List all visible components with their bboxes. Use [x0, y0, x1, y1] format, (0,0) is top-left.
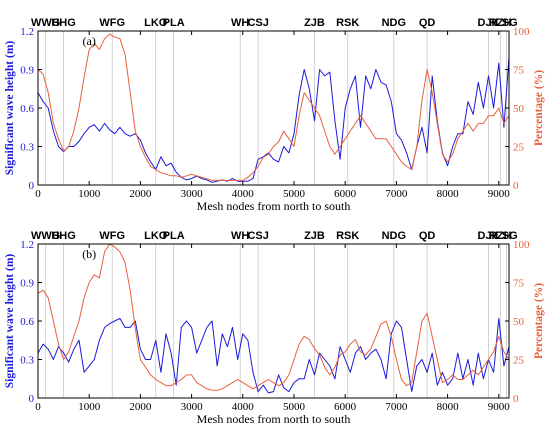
x-tick-label: 2000 — [129, 188, 152, 200]
panel-label: (a) — [83, 34, 96, 48]
panel-label: (b) — [82, 247, 96, 261]
station-label: WFG — [99, 17, 125, 29]
y-right-tick-label: 25 — [513, 355, 525, 367]
wave-height-series-line — [37, 56, 510, 183]
station-label: QD — [419, 17, 436, 29]
station-label: CSJ — [247, 17, 268, 29]
y-left-tick-label: 0.9 — [20, 65, 34, 77]
y-left-tick-label: 0.3 — [20, 355, 34, 367]
y-left-tick-label: 1.2 — [20, 239, 34, 251]
percentage-series-line — [37, 243, 510, 391]
y-left-axis-label: Significant wave height (m) — [4, 254, 16, 389]
station-label: WWG — [31, 230, 60, 242]
y-left-tick-label: 0.3 — [20, 142, 34, 154]
y-right-tick-label: 75 — [513, 278, 525, 290]
station-label: QD — [419, 230, 436, 242]
plot-frame — [37, 243, 510, 399]
station-label: CSJ — [247, 230, 268, 242]
station-label: WWG — [31, 17, 60, 29]
y-right-tick-label: 25 — [513, 142, 525, 154]
x-tick-label: 0 — [35, 188, 41, 200]
y-left-tick-label: 0.6 — [20, 316, 34, 328]
x-tick-label: 4000 — [232, 188, 255, 200]
station-label: WFG — [99, 230, 125, 242]
x-tick-label: 5000 — [283, 188, 306, 200]
x-tick-label: 3000 — [181, 401, 204, 413]
x-axis-label: Mesh nodes from north to south — [197, 199, 351, 213]
station-label: LSG — [495, 230, 518, 242]
station-label: ZJB — [304, 17, 325, 29]
station-label: DJK — [478, 17, 500, 29]
station-label: RZH — [489, 17, 512, 29]
x-tick-label: 8000 — [437, 188, 460, 200]
x-axis-label: Mesh nodes from north to south — [197, 412, 351, 426]
x-tick-label: 2000 — [129, 401, 152, 413]
y-left-tick-label: 1.2 — [20, 26, 34, 38]
y-left-tick-label: 0 — [29, 180, 35, 192]
y-right-tick-label: 0 — [513, 393, 519, 405]
x-tick-label: 1000 — [78, 401, 101, 413]
station-label: RZH — [489, 230, 512, 242]
x-tick-label: 1000 — [78, 188, 101, 200]
plot-frame — [37, 30, 510, 186]
y-right-tick-label: 50 — [513, 316, 525, 328]
station-label: ZJB — [304, 230, 325, 242]
y-right-tick-label: 100 — [513, 26, 530, 38]
x-tick-label: 6000 — [334, 188, 357, 200]
y-left-tick-label: 0.9 — [20, 278, 34, 290]
x-tick-label: 8000 — [437, 401, 460, 413]
station-label: RSK — [336, 17, 359, 29]
percentage-series-line — [37, 33, 510, 181]
x-tick-label: 3000 — [181, 188, 204, 200]
station-label: WH — [231, 17, 249, 29]
x-tick-label: 6000 — [334, 401, 357, 413]
y-right-tick-label: 75 — [513, 65, 525, 77]
station-label: RSK — [336, 230, 359, 242]
y-left-axis-label: Significant wave height (m) — [4, 41, 16, 176]
station-label: DJK — [478, 230, 500, 242]
station-label: PLA — [163, 230, 185, 242]
station-label: HHG — [51, 230, 75, 242]
x-tick-label: 9000 — [488, 188, 511, 200]
y-left-tick-label: 0.6 — [20, 103, 34, 115]
x-tick-label: 4000 — [232, 401, 255, 413]
station-label: NDG — [382, 230, 406, 242]
x-tick-label: 5000 — [283, 401, 306, 413]
x-tick-label: 9000 — [488, 401, 511, 413]
station-label: WH — [231, 230, 249, 242]
wave-height-series-line — [37, 317, 510, 394]
y-right-tick-label: 100 — [513, 239, 530, 251]
station-label: HHG — [51, 17, 75, 29]
x-tick-label: 0 — [35, 401, 41, 413]
station-label: LSG — [495, 17, 518, 29]
station-label: PLA — [163, 17, 185, 29]
y-left-tick-label: 0 — [29, 393, 35, 405]
y-right-axis-label: Percentage (%) — [533, 70, 545, 146]
station-label: LKO — [144, 230, 168, 242]
y-right-axis-label: Percentage (%) — [533, 283, 545, 359]
station-label: LKO — [144, 17, 168, 29]
station-label: NDG — [382, 17, 406, 29]
y-right-tick-label: 0 — [513, 180, 519, 192]
x-tick-label: 7000 — [385, 188, 408, 200]
x-tick-label: 7000 — [385, 401, 408, 413]
y-right-tick-label: 50 — [513, 103, 525, 115]
